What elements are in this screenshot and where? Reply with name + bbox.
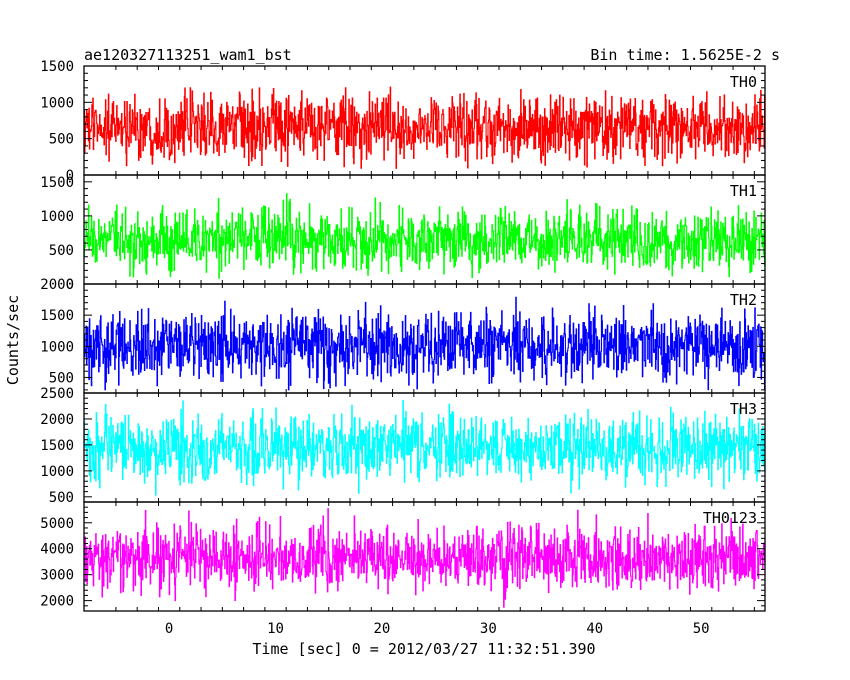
y-tick-label: 1000 <box>40 95 74 111</box>
y-tick-label: 500 <box>49 370 74 386</box>
panel-label: TH1 <box>730 182 757 200</box>
series-line-th3 <box>83 399 766 496</box>
y-tick-label: 1500 <box>40 175 74 191</box>
panel-label: TH3 <box>730 400 757 418</box>
y-tick-label: 0 <box>66 277 74 293</box>
y-tick-label: 2000 <box>40 594 74 610</box>
panel-label: TH0 <box>730 73 757 91</box>
y-tick-label: 500 <box>49 490 74 506</box>
panel-th0: 0 500 1000 1500 TH0 <box>40 59 766 184</box>
y-tick-label: 1000 <box>40 209 74 225</box>
y-tick-label: 2000 <box>40 412 74 428</box>
x-tick-label: 40 <box>586 621 603 637</box>
y-tick-label: 1500 <box>40 308 74 324</box>
y-tick-label: 2500 <box>40 386 74 402</box>
panel-label: TH0123 <box>703 509 757 527</box>
series-line-th2 <box>83 296 766 391</box>
y-axis-label: Counts/sec <box>4 295 22 385</box>
y-tick-label: 0 <box>66 168 74 184</box>
y-tick-label: 4000 <box>40 542 74 558</box>
panel-th0123: 2000 3000 4000 5000 TH0123 <box>40 501 766 612</box>
x-axis-label: Time [sec] 0 = 2012/03/27 11:32:51.390 <box>252 640 595 658</box>
y-tick-label: 1000 <box>40 464 74 480</box>
bin-time-label: Bin time: 1.5625E-2 s <box>590 46 780 64</box>
panel-label: TH2 <box>730 291 757 309</box>
panel-frame <box>83 501 766 612</box>
x-tick-label: 20 <box>374 621 391 637</box>
y-tick-label: 2000 <box>40 277 74 293</box>
x-tick-label: 30 <box>480 621 497 637</box>
series-line-th0123 <box>83 508 766 608</box>
panel-th3: 500 1000 1500 2000 2500 TH3 <box>40 386 766 506</box>
y-tick-label: 1000 <box>40 339 74 355</box>
panel-th1: 0 500 1000 1500 TH1 <box>40 174 766 293</box>
series-line-th0 <box>83 86 766 169</box>
y-tick-label: 3000 <box>40 568 74 584</box>
y-tick-label: 500 <box>49 132 74 148</box>
y-tick-label: 500 <box>49 243 74 259</box>
y-tick-label: 1500 <box>40 438 74 454</box>
series-line-th1 <box>83 193 766 279</box>
x-tick-label: 0 <box>165 621 173 637</box>
y-tick-label: 1500 <box>40 59 74 75</box>
x-tick-label: 50 <box>693 621 710 637</box>
x-tick-label: 10 <box>267 621 284 637</box>
panel-th2: 500 1000 1500 2000 TH2 <box>40 277 766 394</box>
plot-title: ae120327113251_wam1_bst <box>84 46 292 64</box>
y-tick-label: 5000 <box>40 516 74 532</box>
